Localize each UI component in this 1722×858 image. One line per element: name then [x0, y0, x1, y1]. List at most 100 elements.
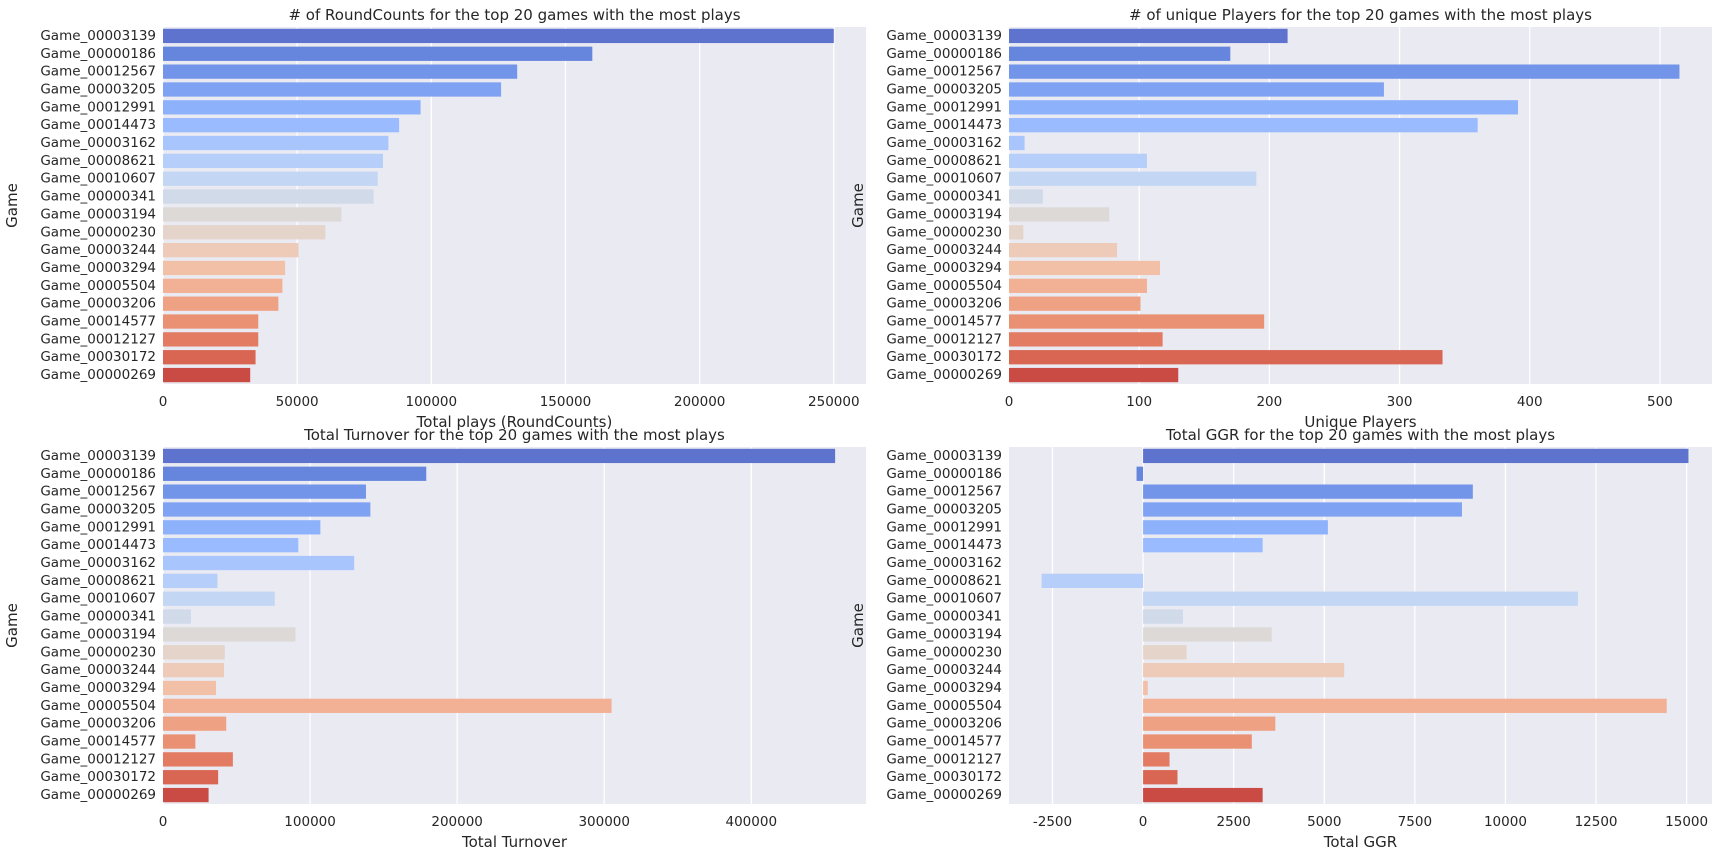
ytick-label-4-11: Game_00003194 — [886, 626, 1002, 642]
bar-4-12 — [1143, 645, 1187, 660]
x-axis-label-3: Total Turnover — [461, 833, 568, 851]
xtick-label-3-1: 0 — [159, 814, 168, 830]
bar-3-5 — [163, 520, 321, 535]
bar-1-18 — [163, 332, 259, 347]
ytick-label-1-18: Game_00012127 — [40, 331, 156, 347]
bar-1-8 — [163, 153, 384, 169]
ytick-label-3-14: Game_00003294 — [40, 680, 156, 696]
ytick-label-3-17: Game_00014577 — [40, 734, 156, 750]
bar-1-10 — [163, 189, 374, 204]
ytick-label-1-7: Game_00003162 — [40, 135, 156, 151]
plot-background-2 — [1009, 27, 1712, 384]
chart-title-2: # of unique Players for the top 20 games… — [1129, 6, 1592, 24]
bar-1-7 — [163, 135, 389, 151]
bar-3-11 — [163, 627, 296, 642]
xtick-label-1-5: 200000 — [674, 394, 726, 410]
bar-4-13 — [1143, 662, 1345, 678]
xtick-label-2-1: 0 — [1005, 394, 1014, 410]
xtick-label-1-4: 150000 — [540, 394, 592, 410]
bar-4-16 — [1143, 716, 1276, 731]
ytick-label-2-15: Game_00005504 — [886, 278, 1002, 294]
subplot-1: Game_00003139Game_00000186Game_00012567G… — [3, 6, 866, 431]
ytick-label-3-18: Game_00012127 — [40, 751, 156, 767]
xtick-label-1-2: 50000 — [276, 394, 319, 410]
bar-3-3 — [163, 484, 366, 499]
bar-4-2 — [1136, 466, 1144, 481]
ytick-label-1-10: Game_00000341 — [40, 189, 156, 205]
bar-2-8 — [1009, 153, 1147, 169]
bar-2-11 — [1009, 207, 1110, 222]
bar-1-15 — [163, 278, 283, 293]
bar-1-13 — [163, 242, 299, 258]
bar-2-5 — [1009, 100, 1519, 115]
plot-background-4 — [1009, 447, 1712, 804]
bar-2-18 — [1009, 332, 1163, 347]
xtick-label-4-7: 12500 — [1575, 814, 1618, 830]
bar-2-9 — [1009, 171, 1257, 186]
xtick-label-4-6: 10000 — [1484, 814, 1527, 830]
ytick-label-4-4: Game_00003205 — [886, 501, 1002, 517]
ytick-label-4-14: Game_00003294 — [886, 680, 1002, 696]
bar-4-11 — [1143, 627, 1272, 642]
ytick-label-3-8: Game_00008621 — [40, 573, 156, 589]
ytick-label-2-4: Game_00003205 — [886, 81, 1002, 97]
ytick-label-1-5: Game_00012991 — [40, 99, 156, 115]
xtick-label-1-6: 250000 — [808, 394, 860, 410]
ytick-label-2-13: Game_00003244 — [886, 242, 1002, 258]
bar-2-1 — [1009, 28, 1288, 44]
bar-2-14 — [1009, 260, 1161, 276]
ytick-label-2-19: Game_00030172 — [886, 349, 1002, 365]
bar-4-18 — [1143, 752, 1170, 767]
bar-2-2 — [1009, 46, 1231, 61]
ytick-label-2-10: Game_00000341 — [886, 189, 1002, 205]
ytick-label-1-9: Game_00010607 — [40, 171, 156, 187]
ytick-label-2-14: Game_00003294 — [886, 260, 1002, 276]
chart-title-1: # of RoundCounts for the top 20 games wi… — [288, 6, 740, 24]
ytick-label-4-3: Game_00012567 — [886, 484, 1002, 500]
bar-4-17 — [1143, 734, 1252, 749]
bar-4-10 — [1143, 609, 1183, 624]
xtick-label-2-5: 400 — [1517, 394, 1543, 410]
ytick-label-3-5: Game_00012991 — [40, 519, 156, 535]
bar-2-15 — [1009, 278, 1147, 293]
bar-2-20 — [1009, 367, 1179, 383]
bar-4-8 — [1041, 573, 1144, 589]
xtick-label-1-3: 100000 — [406, 394, 458, 410]
bar-1-9 — [163, 171, 378, 186]
ytick-label-3-3: Game_00012567 — [40, 484, 156, 500]
ytick-label-4-9: Game_00010607 — [886, 591, 1002, 607]
plot-background-3 — [163, 447, 866, 804]
ytick-label-4-10: Game_00000341 — [886, 609, 1002, 625]
ytick-label-1-8: Game_00008621 — [40, 153, 156, 169]
bar-2-16 — [1009, 296, 1141, 311]
xtick-label-2-6: 500 — [1647, 394, 1673, 410]
ytick-label-4-8: Game_00008621 — [886, 573, 1002, 589]
bar-3-6 — [163, 538, 299, 553]
bar-1-6 — [163, 118, 400, 133]
bar-3-20 — [163, 787, 209, 803]
ytick-label-2-8: Game_00008621 — [886, 153, 1002, 169]
ytick-label-2-17: Game_00014577 — [886, 314, 1002, 330]
ytick-label-4-18: Game_00012127 — [886, 751, 1002, 767]
xtick-label-4-3: 2500 — [1216, 814, 1250, 830]
bar-1-3 — [163, 64, 518, 79]
chart-title-4: Total GGR for the top 20 games with the … — [1165, 426, 1555, 444]
ytick-label-3-12: Game_00000230 — [40, 644, 156, 660]
bar-3-2 — [163, 466, 427, 481]
ytick-label-1-13: Game_00003244 — [40, 242, 156, 258]
ytick-label-4-7: Game_00003162 — [886, 555, 1002, 571]
chart-title-3: Total Turnover for the top 20 games with… — [303, 426, 725, 444]
bar-3-4 — [163, 502, 371, 517]
ytick-label-4-13: Game_00003244 — [886, 662, 1002, 678]
bar-4-14 — [1143, 680, 1148, 696]
ytick-label-4-1: Game_00003139 — [886, 448, 1002, 464]
ytick-label-3-13: Game_00003244 — [40, 662, 156, 678]
bar-4-3 — [1143, 484, 1473, 499]
ytick-label-1-11: Game_00003194 — [40, 206, 156, 222]
ytick-label-3-19: Game_00030172 — [40, 769, 156, 785]
bar-1-19 — [163, 350, 256, 365]
ytick-label-2-20: Game_00000269 — [886, 367, 1002, 383]
ytick-label-2-7: Game_00003162 — [886, 135, 1002, 151]
xtick-label-4-8: 15000 — [1665, 814, 1708, 830]
ytick-label-3-20: Game_00000269 — [40, 787, 156, 803]
